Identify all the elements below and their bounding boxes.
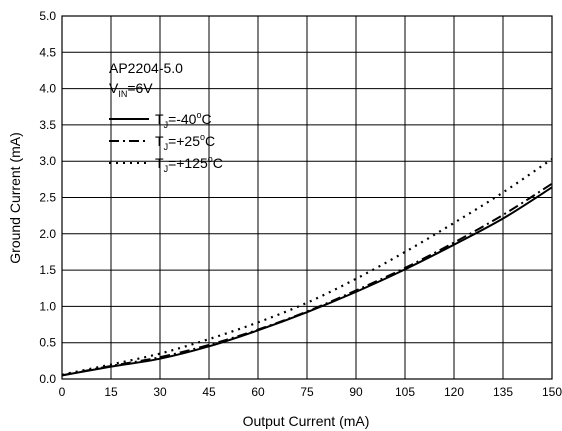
x-tick-label: 45 xyxy=(202,385,216,399)
y-tick-label: 1.5 xyxy=(39,263,56,277)
y-tick-label: 3.5 xyxy=(39,118,56,132)
x-axis-title: Output Current (mA) xyxy=(243,413,370,429)
x-tick-label: 0 xyxy=(59,385,66,399)
series-line-2 xyxy=(61,182,553,377)
y-tick-label: 1.0 xyxy=(39,299,56,313)
device-label: AP2204-5.0 xyxy=(109,60,183,76)
annotations: AP2204-5.0 VIN=6V xyxy=(109,60,183,99)
legend-label: TJ=+125oC xyxy=(155,154,223,174)
x-tick-label: 135 xyxy=(493,385,513,399)
y-tick-label: 2.5 xyxy=(39,191,56,205)
x-tick-label: 15 xyxy=(104,385,118,399)
x-tick-label: 30 xyxy=(153,385,167,399)
y-tick-label: 0.0 xyxy=(39,372,56,386)
y-tick-label: 4.0 xyxy=(39,82,56,96)
x-tick-label: 105 xyxy=(395,385,415,399)
y-tick-label: 3.0 xyxy=(39,154,56,168)
legend-label: TJ=+25oC xyxy=(155,132,215,152)
series-line-1 xyxy=(61,186,553,377)
x-tick-label: 150 xyxy=(542,385,562,399)
y-tick-labels: 0.0 0.5 1.0 1.5 2.0 2.5 3.0 3.5 4.0 4.5 5.0 xyxy=(39,9,56,386)
plot-frame xyxy=(61,15,553,380)
x-tick-label: 120 xyxy=(444,385,464,399)
legend-label: TJ=-40oC xyxy=(155,110,212,130)
series-line-3 xyxy=(61,158,553,376)
y-tick-label: 5.0 xyxy=(39,9,56,23)
x-tick-label: 75 xyxy=(300,385,314,399)
x-tick-label: 60 xyxy=(251,385,265,399)
y-axis-title: Ground Current (mA) xyxy=(7,132,23,263)
y-tick-label: 0.5 xyxy=(39,336,56,350)
x-tick-label: 90 xyxy=(349,385,363,399)
vin-label: VIN=6V xyxy=(109,80,153,99)
x-tick-labels: 0 15 30 45 60 75 90 105 120 135 150 xyxy=(59,385,562,399)
y-tick-label: 2.0 xyxy=(39,227,56,241)
series-lines xyxy=(61,158,553,377)
y-tick-label: 4.5 xyxy=(39,45,56,59)
